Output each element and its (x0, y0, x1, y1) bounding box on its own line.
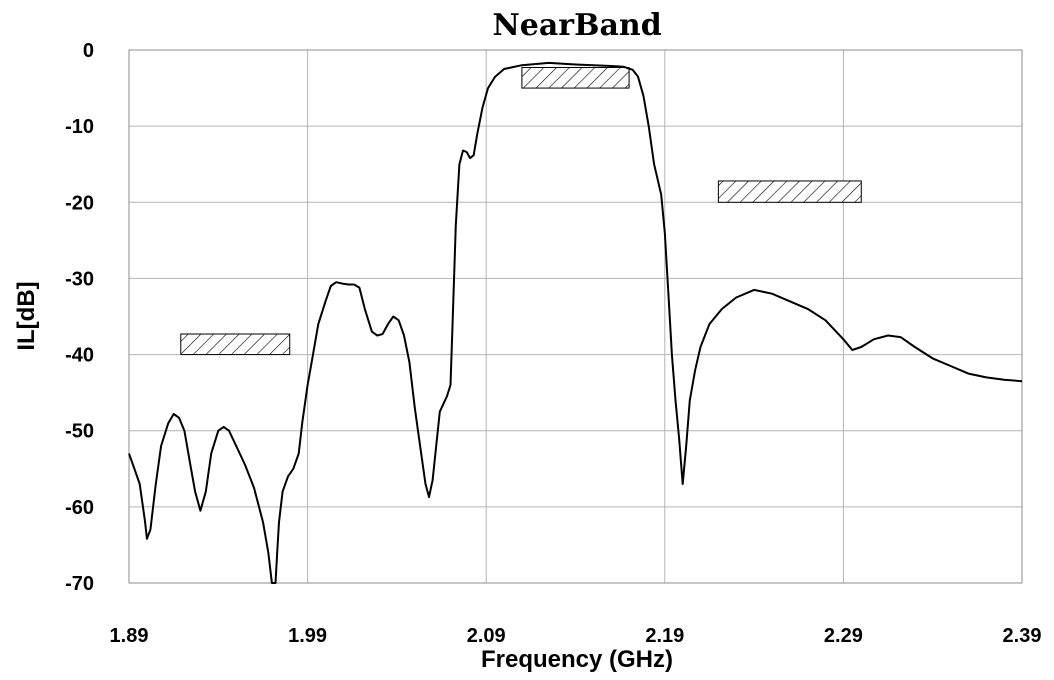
spec-mask-box (180, 333, 291, 356)
x-tick-label: 2.39 (1003, 625, 1042, 647)
series-line (128, 61, 1023, 584)
y-tick-label: -60 (65, 497, 94, 519)
series-layer (128, 61, 1023, 584)
x-axis-label: Frequency (GHz) (481, 646, 673, 673)
chart-title: NearBand (492, 8, 661, 43)
x-tick-label: 1.99 (288, 625, 327, 647)
y-tick-label: -20 (65, 192, 94, 214)
y-axis-label: IL[dB] (13, 281, 40, 350)
y-tick-label: -40 (65, 345, 94, 367)
y-tick-label: -50 (65, 421, 94, 443)
spec-mask-box (521, 67, 630, 89)
y-tick-label: -70 (65, 573, 94, 595)
y-tick-label: -10 (65, 116, 94, 138)
x-tick-label: 2.09 (467, 625, 506, 647)
y-tick-label: 0 (83, 40, 94, 62)
plot-area (128, 49, 1023, 584)
x-tick-label: 2.29 (824, 625, 863, 647)
spec-mask-box (717, 180, 862, 203)
x-tick-labels: 1.89 1.99 2.09 2.19 2.29 2.39 (110, 625, 1042, 647)
y-tick-labels: 0 -10 -20 -30 -40 -50 -60 -70 (65, 40, 94, 595)
spec-boxes (180, 67, 862, 356)
y-tick-label: -30 (65, 268, 94, 290)
x-tick-label: 2.19 (645, 625, 684, 647)
gridlines (128, 49, 1023, 584)
x-tick-label: 1.89 (110, 625, 149, 647)
